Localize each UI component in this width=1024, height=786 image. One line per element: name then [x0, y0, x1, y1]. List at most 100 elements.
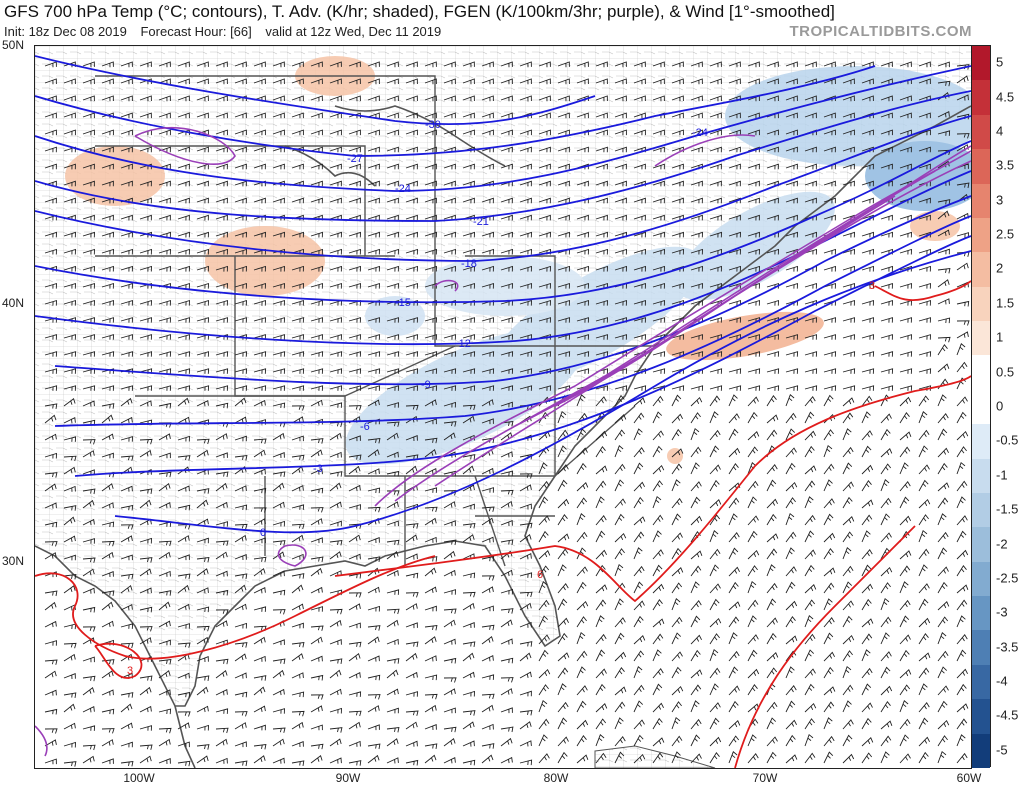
lon-label-100w: 100W [123, 771, 155, 785]
wind-barb [386, 402, 399, 408]
wind-barb [101, 433, 114, 441]
wind-barb [63, 741, 76, 748]
wind-barb [785, 265, 798, 272]
wind-barb [367, 197, 380, 204]
wind-barb [652, 464, 665, 475]
wind-barb [120, 78, 133, 85]
wind-barb [652, 633, 664, 645]
wind-barb [804, 351, 818, 357]
wind-barb [614, 214, 627, 221]
wind-barb [310, 231, 323, 238]
wind-barb [728, 547, 739, 560]
wind-barb [424, 724, 437, 731]
wind-barb [652, 480, 663, 492]
wind-barb [861, 430, 873, 441]
wind-barb [82, 334, 95, 340]
colorbar-label: -2 [996, 536, 1008, 552]
wind-barb [519, 265, 532, 272]
wind-barb [424, 449, 437, 458]
wind-barb [823, 61, 836, 68]
wind-barb [215, 368, 229, 374]
wind-barb [215, 385, 229, 391]
wind-barb [405, 572, 419, 579]
wind-barb [234, 112, 247, 119]
wind-barb [139, 499, 152, 509]
wind-barb [405, 523, 419, 529]
wind-barb [215, 589, 229, 596]
wind-barb [709, 564, 720, 577]
wind-barb [234, 534, 247, 543]
wind-barb [443, 539, 457, 546]
wind-barb [462, 415, 475, 424]
wind-barb [785, 635, 798, 645]
wind-barb [557, 61, 570, 68]
wind-barb [595, 95, 608, 102]
wind-barb [196, 499, 209, 509]
wind-barb [633, 129, 646, 136]
wind-barb [538, 146, 551, 153]
wind-barb [633, 265, 646, 272]
wind-barb [234, 231, 247, 238]
wind-barb [633, 684, 645, 696]
wind-barb [177, 455, 191, 461]
wind-barb [386, 385, 400, 391]
wind-barb [234, 584, 247, 594]
wind-barb [614, 617, 626, 628]
wind-barb [652, 95, 665, 102]
wind-barb [538, 615, 549, 628]
wind-barb [576, 513, 586, 526]
wind-barb [101, 502, 114, 509]
wind-barb [405, 721, 418, 730]
wind-barb [937, 513, 947, 526]
wind-barb [158, 351, 172, 357]
wind-barb [671, 428, 682, 441]
wind-barb [196, 755, 209, 764]
wind-barb [671, 197, 684, 204]
wind-barb [405, 641, 419, 648]
wind-barb [937, 428, 948, 441]
wind-barb [253, 385, 267, 391]
wind-barb [101, 282, 114, 289]
wind-barb [272, 501, 285, 509]
wind-barb [747, 334, 760, 340]
wind-barb [576, 754, 589, 764]
wind-barb [158, 452, 171, 459]
wind-barb [861, 411, 871, 424]
wind-barb [861, 180, 874, 187]
wind-barb [785, 282, 798, 289]
wind-barb [690, 334, 703, 340]
colorbar-segment [972, 699, 990, 734]
wind-barb [709, 351, 723, 357]
wind-barb [443, 421, 457, 427]
wind-barb [253, 507, 267, 513]
wind-barb [576, 616, 587, 628]
wind-barb [937, 700, 948, 713]
wind-barb [709, 214, 722, 221]
wind-barb [63, 351, 77, 357]
wind-barb [291, 672, 304, 679]
wind-barb [823, 617, 835, 628]
wind-barb [899, 446, 911, 458]
wind-barb [557, 717, 568, 730]
wind-barb [101, 483, 114, 492]
wind-barb [291, 573, 305, 579]
contour-plus-3-ocean [734, 525, 916, 768]
wind-barb [671, 463, 683, 475]
wind-barb [766, 513, 777, 526]
wind-barb [500, 214, 513, 221]
wind-barb [576, 317, 589, 323]
label-plus-3: 3 [127, 665, 133, 677]
wind-barb [880, 231, 893, 238]
colorbar-label: 5 [996, 54, 1004, 70]
wind-barb [177, 416, 190, 424]
wind-barb [253, 606, 267, 612]
wind-barb [747, 411, 758, 424]
wind-barb [766, 736, 778, 747]
wind-barb [804, 396, 816, 407]
wind-barb [367, 694, 381, 700]
wind-barb [481, 624, 495, 631]
wind-barb [690, 615, 701, 628]
wind-barb [899, 61, 912, 68]
wind-barb [538, 734, 548, 747]
wind-barb [367, 468, 380, 475]
